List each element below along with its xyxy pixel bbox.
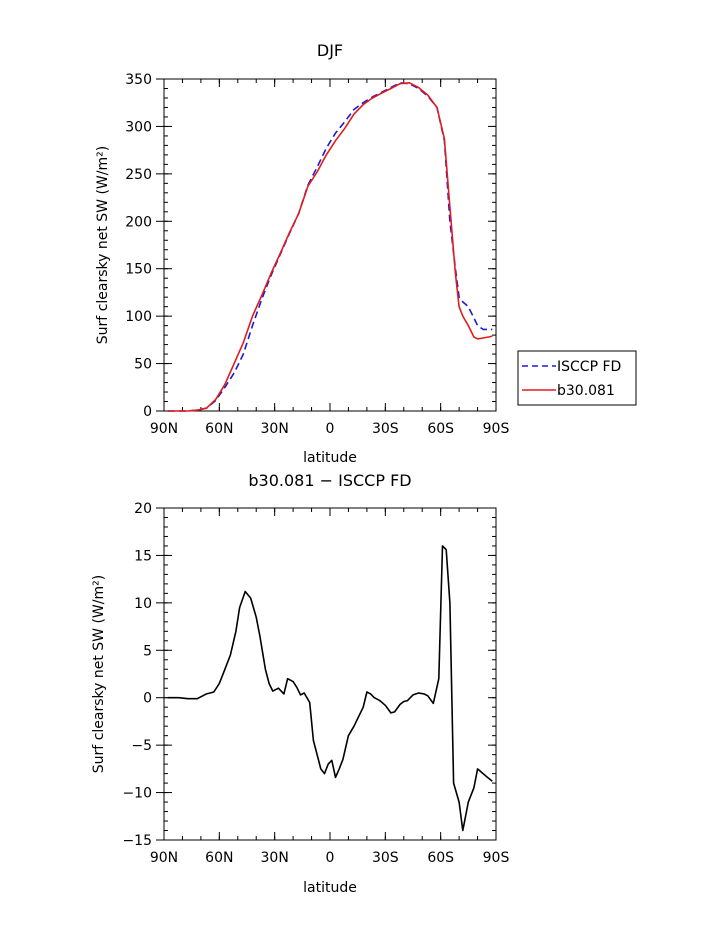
y-tick-label: 250	[125, 167, 152, 183]
y-tick-label: 5	[143, 643, 152, 659]
bottom-panel-axes: 90N 60N 30N 0 30S 60S 90S −15 −10 −5 0 5 10 15 20	[122, 501, 509, 866]
top-panel-series	[167, 82, 493, 412]
x-tick-label: 90S	[483, 850, 510, 866]
bottom-panel-title: b30.081 − ISCCP FD	[248, 471, 411, 490]
x-tick-label: 30S	[372, 421, 399, 437]
x-tick-label: 60N	[205, 421, 233, 437]
top-panel-xlabel: latitude	[303, 450, 357, 466]
x-tick-label: 30S	[372, 850, 399, 866]
x-tick-label: 60N	[205, 850, 233, 866]
legend-label-isccp: ISCCP FD	[557, 359, 621, 375]
bottom-panel-ylabel: Surf clearsky net SW (W/m²)	[91, 575, 107, 773]
legend-label-b30: b30.081	[557, 383, 615, 399]
x-tick-label: 90N	[150, 421, 178, 437]
y-tick-label: −10	[122, 786, 152, 802]
x-tick-label: 30N	[261, 850, 289, 866]
y-tick-label: 300	[125, 119, 152, 135]
x-tick-label: 0	[326, 421, 335, 437]
x-tick-label: 60S	[427, 421, 454, 437]
top-panel: DJF 90N 60N 30N 0 30S 60S 90S 0 50 100 150 200 250 30…	[95, 41, 637, 466]
top-panel-axes: 90N 60N 30N 0 30S 60S 90S 0 50 100 150 200 250 300 350	[125, 72, 509, 437]
y-tick-label: 20	[134, 501, 152, 517]
x-tick-label: 60S	[427, 850, 454, 866]
series-line-isccp-fd	[167, 82, 493, 412]
y-tick-label: 200	[125, 214, 152, 230]
y-tick-label: 100	[125, 309, 152, 325]
y-tick-label: 10	[134, 596, 152, 612]
y-tick-label: 0	[143, 404, 152, 420]
x-tick-label: 90N	[150, 850, 178, 866]
bottom-panel: b30.081 − ISCCP FD 90N 60N 30N 0 30S 60S 90S −1…	[91, 471, 509, 896]
y-tick-label: 350	[125, 72, 152, 88]
y-tick-label: 0	[143, 691, 152, 707]
plot-frame	[163, 78, 497, 412]
series-line-diff-0	[167, 545, 493, 832]
bottom-panel-series	[167, 545, 493, 832]
top-panel-title: DJF	[317, 41, 343, 60]
y-tick-label: 150	[125, 262, 152, 278]
y-tick-label: −15	[122, 833, 152, 849]
x-tick-label: 30N	[261, 421, 289, 437]
x-tick-label: 90S	[483, 421, 510, 437]
y-tick-label: −5	[131, 738, 152, 754]
y-tick-label: 50	[134, 357, 152, 373]
top-panel-ylabel: Surf clearsky net SW (W/m²)	[95, 146, 111, 344]
y-tick-label: 15	[134, 548, 152, 564]
x-tick-label: 0	[326, 850, 335, 866]
series-line-b30-081	[167, 82, 493, 412]
bottom-panel-xlabel: latitude	[303, 880, 357, 896]
legend: ISCCP FD b30.081	[517, 350, 637, 406]
legend-box	[517, 350, 637, 406]
